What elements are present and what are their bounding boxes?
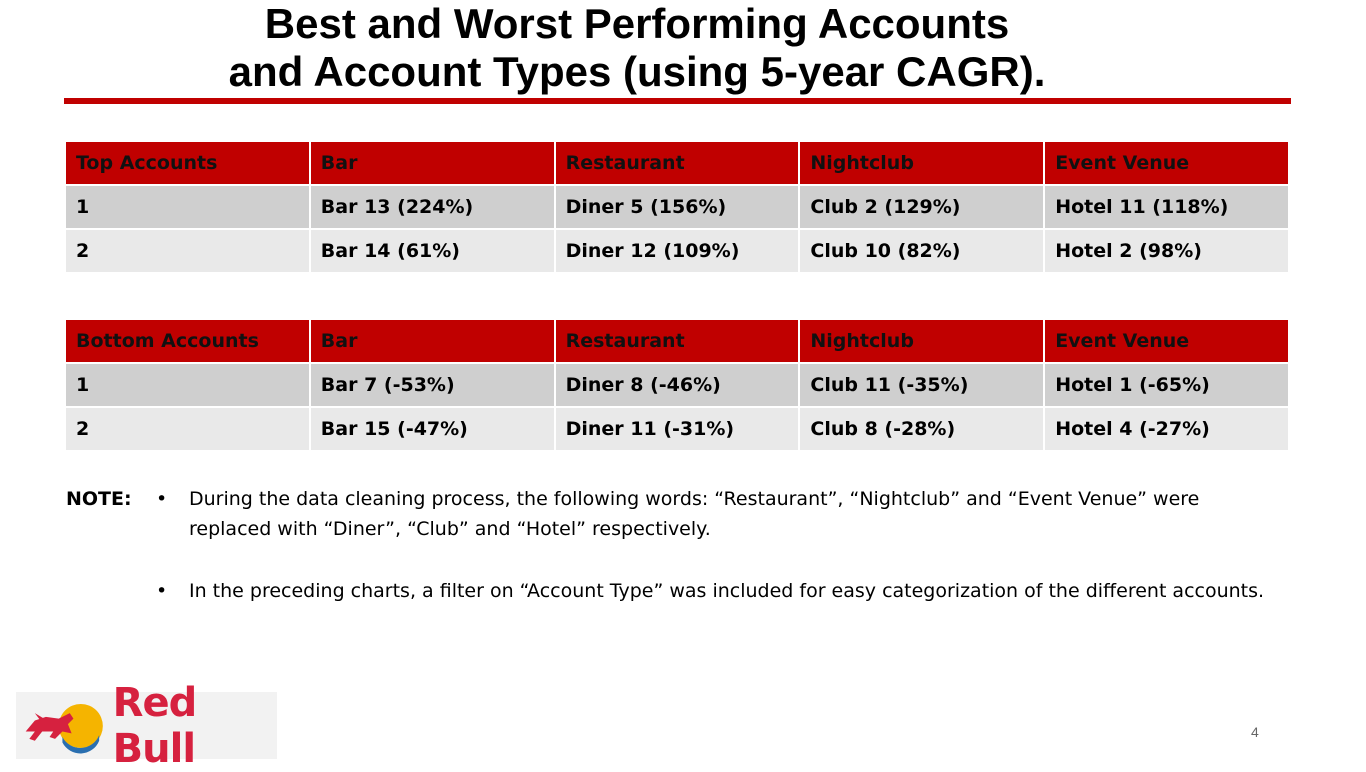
header-cell: Nightclub [798, 318, 1046, 364]
table-cell: Diner 11 (-31%) [553, 406, 801, 452]
table-cell: Bar 13 (224%) [308, 184, 556, 230]
bottom-accounts-table: Bottom Accounts Bar Restaurant Nightclub… [64, 318, 1290, 452]
header-cell: Bar [308, 318, 556, 364]
table-cell: Hotel 1 (-65%) [1043, 362, 1290, 408]
title-divider [64, 98, 1291, 104]
note-label: NOTE: [66, 488, 132, 510]
table-row: 1 Bar 13 (224%) Diner 5 (156%) Club 2 (1… [64, 184, 1290, 230]
red-bull-logo-icon [25, 703, 103, 753]
header-cell: Top Accounts [64, 140, 311, 186]
logo-wordmark: Red Bull [112, 679, 198, 772]
header-cell: Nightclub [798, 140, 1046, 186]
slide-title: Best and Worst Performing Accounts and A… [64, 0, 1290, 96]
table-cell: Club 11 (-35%) [798, 362, 1046, 408]
page-number: 4 [1251, 724, 1259, 740]
table-cell: 1 [64, 362, 311, 408]
table-cell: Club 2 (129%) [798, 184, 1046, 230]
table-row: 2 Bar 15 (-47%) Diner 11 (-31%) Club 8 (… [64, 406, 1290, 452]
header-cell: Event Venue [1043, 318, 1290, 364]
table-cell: Bar 15 (-47%) [308, 406, 556, 452]
header-cell: Restaurant [553, 140, 801, 186]
red-bull-logo: Red Bull [16, 680, 277, 772]
table-row: 1 Bar 7 (-53%) Diner 8 (-46%) Club 11 (-… [64, 362, 1290, 408]
table-cell: Diner 5 (156%) [553, 184, 801, 230]
bullet-icon: • [156, 488, 168, 510]
table-cell: Hotel 11 (118%) [1043, 184, 1290, 230]
table-cell: Diner 12 (109%) [553, 228, 801, 274]
table-cell: Hotel 4 (-27%) [1043, 406, 1290, 452]
header-cell: Bar [308, 140, 556, 186]
note-bullet-text: In the preceding charts, a filter on “Ac… [189, 580, 1265, 602]
bullet-icon: • [156, 580, 168, 602]
title-line-2: and Account Types (using 5-year CAGR). [228, 48, 1046, 95]
table-cell: Club 8 (-28%) [798, 406, 1046, 452]
table-header-row: Top Accounts Bar Restaurant Nightclub Ev… [64, 140, 1290, 186]
title-line-1: Best and Worst Performing Accounts [264, 0, 1010, 47]
table-cell: Diner 8 (-46%) [553, 362, 801, 408]
header-cell: Bottom Accounts [64, 318, 311, 364]
table-cell: Bar 7 (-53%) [308, 362, 556, 408]
table-cell: 1 [64, 184, 311, 230]
header-cell: Event Venue [1043, 140, 1290, 186]
table-header-row: Bottom Accounts Bar Restaurant Nightclub… [64, 318, 1290, 364]
table-row: 2 Bar 14 (61%) Diner 12 (109%) Club 10 (… [64, 228, 1290, 274]
table-cell: 2 [64, 406, 311, 452]
header-cell: Restaurant [553, 318, 801, 364]
top-accounts-table: Top Accounts Bar Restaurant Nightclub Ev… [64, 140, 1290, 274]
table-cell: 2 [64, 228, 311, 274]
table-cell: Hotel 2 (98%) [1043, 228, 1290, 274]
table-cell: Bar 14 (61%) [308, 228, 556, 274]
note-bullet-text: During the data cleaning process, the fo… [189, 488, 1200, 540]
table-cell: Club 10 (82%) [798, 228, 1046, 274]
